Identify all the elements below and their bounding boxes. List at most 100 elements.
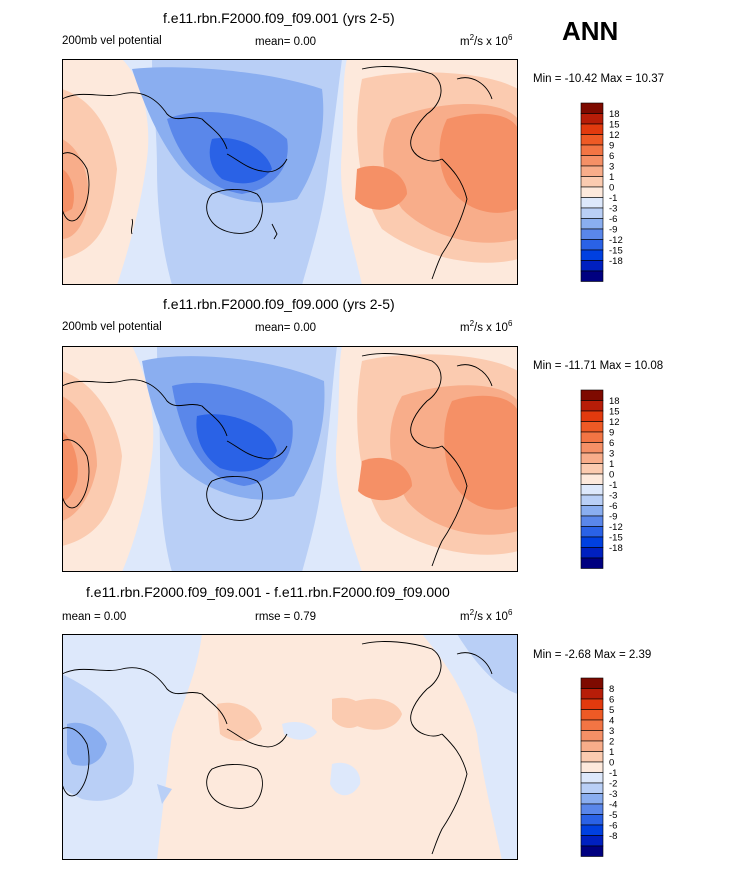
colorbar-box	[580, 186, 604, 198]
colorbar-box	[580, 782, 604, 794]
panel-1-variable-label: 200mb vel potential	[62, 35, 162, 47]
colorbar-level-label: 2	[609, 737, 614, 748]
panel-3-title: f.e11.rbn.F2000.f09_f09.001 - f.e11.rbn.…	[86, 584, 450, 600]
colorbar-box	[580, 536, 604, 548]
colorbar-box	[580, 249, 604, 261]
colorbar-box	[580, 218, 604, 230]
panel-1-units: m2/s x 106	[460, 33, 513, 48]
colorbar-level-label: -6	[609, 821, 617, 832]
colorbar-box	[580, 772, 604, 784]
colorbar-box	[580, 740, 604, 752]
colorbar-level-label: -9	[609, 512, 617, 523]
colorbar-box	[580, 134, 604, 146]
panel-1-map	[62, 59, 518, 285]
panel-3-units: m2/s x 106	[460, 608, 513, 623]
colorbar-level-label: 1	[609, 747, 614, 758]
colorbar-level-label: -12	[609, 522, 623, 533]
panel-1-mean-label: mean= 0.00	[255, 36, 317, 48]
colorbar-box	[580, 400, 604, 412]
panel-1-negative-field	[132, 59, 342, 285]
colorbar-level-label: 6	[609, 695, 614, 706]
colorbar-box	[580, 207, 604, 219]
colorbar-box	[580, 144, 604, 156]
panel-3-coastlines	[62, 641, 493, 855]
colorbar-level-label: -6	[609, 501, 617, 512]
colorbar-level-label: -8	[609, 831, 617, 842]
colorbar-box	[580, 494, 604, 506]
colorbar-level-label: 1	[609, 172, 614, 183]
colorbar-box	[580, 165, 604, 177]
panel-2-field	[62, 346, 518, 572]
colorbar-box	[580, 421, 604, 433]
colorbar-level-label: 18	[609, 396, 620, 407]
colorbar-level-label: -3	[609, 491, 617, 502]
colorbar-level-label: -1	[609, 768, 617, 779]
panel-2-mean-label: mean= 0.00	[255, 322, 317, 334]
colorbar-level-label: 0	[609, 758, 614, 769]
colorbar-box	[580, 452, 604, 464]
panel-2-map	[62, 346, 518, 572]
colorbar-level-label: -4	[609, 800, 617, 811]
colorbar-box	[580, 835, 604, 847]
colorbar-level-label: -6	[609, 214, 617, 225]
colorbar-box	[580, 505, 604, 517]
colorbar-level-label: 1	[609, 459, 614, 470]
colorbar-box	[580, 824, 604, 836]
colorbar-level-label: -3	[609, 789, 617, 800]
colorbar-level-label: 5	[609, 705, 614, 716]
panel-2-title: f.e11.rbn.F2000.f09_f09.000 (yrs 2-5)	[163, 296, 395, 312]
colorbar-box	[580, 155, 604, 167]
colorbar-box	[580, 709, 604, 721]
colorbar-box	[580, 793, 604, 805]
colorbar-box	[580, 239, 604, 251]
colorbar-level-label: -3	[609, 204, 617, 215]
colorbar-level-label: 0	[609, 183, 614, 194]
colorbar-box	[580, 677, 604, 689]
colorbar-box	[580, 803, 604, 815]
colorbar-box	[580, 176, 604, 188]
colorbar-box	[580, 698, 604, 710]
colorbar-box	[580, 102, 604, 114]
season-label: ANN	[562, 16, 619, 46]
colorbar-box	[580, 547, 604, 559]
colorbar-box	[580, 123, 604, 135]
colorbar-box	[580, 410, 604, 422]
colorbar-box	[580, 484, 604, 496]
colorbar-box	[580, 442, 604, 454]
panel-3-rmse-label: rmse = 0.79	[255, 611, 317, 623]
colorbar-level-label: 8	[609, 684, 614, 695]
colorbar-level-label: 0	[609, 470, 614, 481]
panel-2-variable-label: 200mb vel potential	[62, 321, 162, 333]
colorbar-level-label: -18	[609, 256, 623, 267]
colorbar-box	[580, 688, 604, 700]
colorbar-box	[580, 526, 604, 538]
colorbar-box	[580, 515, 604, 527]
colorbar-level-label: -9	[609, 225, 617, 236]
colorbar-level-label: 9	[609, 141, 614, 152]
colorbar-box	[580, 228, 604, 240]
panel-2-coastlines	[62, 353, 493, 567]
panel-1-frame	[62, 59, 518, 285]
panel-1-coastlines	[62, 66, 493, 280]
colorbar-box	[580, 431, 604, 443]
panel-3-frame	[62, 634, 518, 860]
colorbar-box	[580, 113, 604, 125]
colorbar-box	[580, 270, 604, 282]
colorbar-level-label: -18	[609, 543, 623, 554]
colorbar-level-label: 15	[609, 120, 620, 131]
colorbar-level-label: 4	[609, 716, 614, 727]
panel-3-map	[62, 634, 518, 860]
colorbar-box	[580, 751, 604, 763]
colorbar-box	[580, 814, 604, 826]
colorbar-level-label: -5	[609, 810, 617, 821]
colorbar-level-label: -15	[609, 246, 623, 257]
panel-2-units: m2/s x 106	[460, 319, 513, 334]
colorbar-box	[580, 845, 604, 857]
panel-3-mean-label: mean = 0.00	[62, 611, 127, 623]
colorbar-box	[580, 719, 604, 731]
colorbar-box	[580, 260, 604, 272]
colorbar-box	[580, 197, 604, 209]
